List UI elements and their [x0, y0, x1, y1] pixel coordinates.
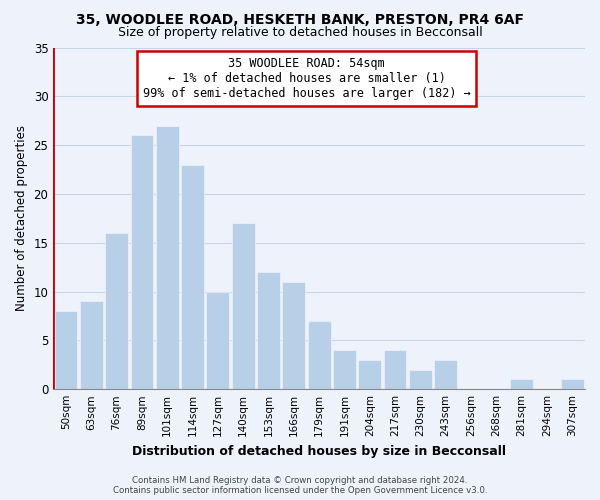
Bar [384, 350, 406, 389]
Bar [561, 380, 584, 389]
Y-axis label: Number of detached properties: Number of detached properties [15, 126, 28, 312]
X-axis label: Distribution of detached houses by size in Becconsall: Distribution of detached houses by size … [132, 444, 506, 458]
Bar [206, 292, 229, 389]
Bar [181, 164, 204, 389]
Bar [131, 136, 154, 389]
Text: Contains HM Land Registry data © Crown copyright and database right 2024.: Contains HM Land Registry data © Crown c… [132, 476, 468, 485]
Bar [232, 223, 254, 389]
Bar [358, 360, 381, 389]
Bar [434, 360, 457, 389]
Bar [308, 321, 331, 389]
Text: 35, WOODLEE ROAD, HESKETH BANK, PRESTON, PR4 6AF: 35, WOODLEE ROAD, HESKETH BANK, PRESTON,… [76, 12, 524, 26]
Bar [105, 233, 128, 389]
Bar [156, 126, 179, 389]
Bar [257, 272, 280, 389]
Bar [283, 282, 305, 389]
Bar [55, 311, 77, 389]
Bar [80, 302, 103, 389]
Text: 35 WOODLEE ROAD: 54sqm
← 1% of detached houses are smaller (1)
99% of semi-detac: 35 WOODLEE ROAD: 54sqm ← 1% of detached … [143, 58, 470, 100]
Bar [511, 380, 533, 389]
Bar [333, 350, 356, 389]
Text: Size of property relative to detached houses in Becconsall: Size of property relative to detached ho… [118, 26, 482, 39]
Bar [409, 370, 432, 389]
Text: Contains public sector information licensed under the Open Government Licence v3: Contains public sector information licen… [113, 486, 487, 495]
